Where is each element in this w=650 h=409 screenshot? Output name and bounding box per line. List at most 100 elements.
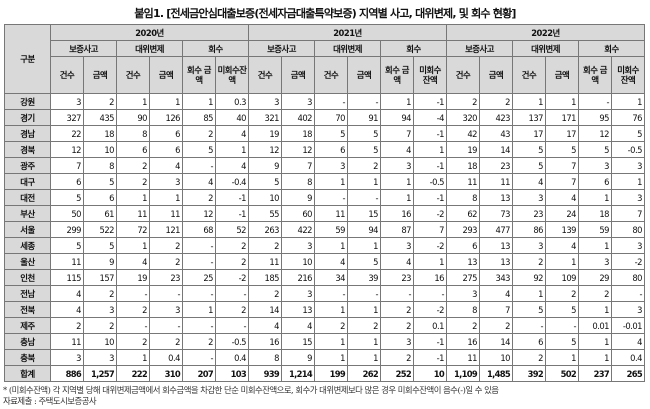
table-cell: 5	[50, 189, 84, 206]
table-cell: 11	[314, 205, 348, 222]
table-cell: 3	[611, 301, 645, 318]
table-cell: 115	[50, 269, 84, 286]
table-cell: 6	[116, 141, 150, 158]
table-cell: 5	[83, 173, 117, 190]
table-cell: 7	[479, 301, 513, 318]
sub-header-unrecovered: 미회수 잔액	[611, 56, 645, 94]
table-cell: 59	[314, 221, 348, 238]
table-cell: 5	[314, 125, 348, 142]
table-cell: 422	[281, 221, 315, 238]
table-cell: 2	[182, 189, 216, 206]
table-cell: 4	[479, 285, 513, 302]
table-cell: 5	[182, 141, 216, 158]
table-cell: 7	[611, 205, 645, 222]
table-cell: 252	[380, 365, 414, 382]
table-cell: 1	[314, 301, 348, 318]
table-cell: 13	[446, 253, 480, 270]
region-name: 충남	[4, 333, 51, 350]
table-cell: 402	[281, 109, 315, 126]
table-cell: 5	[611, 125, 645, 142]
table-cell: 6	[512, 333, 546, 350]
table-cell: 7	[380, 125, 414, 142]
table-cell: 1	[347, 301, 381, 318]
table-cell: 23	[512, 205, 546, 222]
region-name: 제주	[4, 317, 51, 334]
table-cell: 61	[83, 205, 117, 222]
table-cell: 73	[479, 205, 513, 222]
table-cell: 886	[50, 365, 84, 382]
table-cell: 42	[446, 125, 480, 142]
table-cell: -1	[413, 189, 447, 206]
table-cell: 2	[380, 349, 414, 366]
table-cell: -	[578, 93, 612, 110]
region-name: 대전	[4, 189, 51, 206]
sub-header-recovered: 회수 금액	[578, 56, 612, 94]
table-cell: 23	[479, 157, 513, 174]
table-cell: -2	[215, 269, 249, 286]
table-cell: 262	[347, 365, 381, 382]
table-cell: 6	[149, 125, 183, 142]
table-cell: 3	[83, 301, 117, 318]
table-cell: -	[182, 285, 216, 302]
table-cell: 2	[116, 157, 150, 174]
table-row: 제주 2 2- - - -4 4 2 2 2 0.1 2 2- -0.01 -0.01	[4, 317, 645, 334]
table-cell: 216	[281, 269, 315, 286]
table-cell: 2	[479, 93, 513, 110]
table-cell: 6	[578, 173, 612, 190]
sub-header-amount: 금액	[347, 56, 381, 94]
table-cell: 2	[83, 317, 117, 334]
table-cell: 94	[347, 221, 381, 238]
table-cell: -	[182, 317, 216, 334]
table-cell: 3	[149, 173, 183, 190]
table-cell: 171	[545, 109, 579, 126]
table-cell: 2	[248, 285, 282, 302]
table-cell: 4	[512, 173, 546, 190]
table-cell: 1	[380, 189, 414, 206]
group-header: 회수	[182, 40, 249, 57]
region-name: 대구	[4, 173, 51, 190]
table-cell: 4	[545, 189, 579, 206]
table-cell: 94	[380, 109, 414, 126]
table-cell: 1	[182, 301, 216, 318]
table-cell: 7	[545, 173, 579, 190]
table-cell: -	[314, 285, 348, 302]
table-cell: 11	[446, 349, 480, 366]
table-cell: 5	[545, 301, 579, 318]
table-cell: 3	[50, 93, 84, 110]
table-cell: 91	[347, 109, 381, 126]
table-cell: 80	[611, 221, 645, 238]
table-cell: 8	[116, 125, 150, 142]
table-cell: 92	[512, 269, 546, 286]
table-cell: 2	[380, 301, 414, 318]
region-name: 충북	[4, 349, 51, 366]
table-cell: -1	[413, 349, 447, 366]
table-cell: -2	[413, 301, 447, 318]
table-cell: 0.4	[149, 349, 183, 366]
table-cell: 185	[248, 269, 282, 286]
table-cell: -	[314, 93, 348, 110]
table-cell: 4	[380, 253, 414, 270]
table-cell: 1	[116, 349, 150, 366]
table-cell: 11	[149, 205, 183, 222]
table-cell: -	[182, 157, 216, 174]
region-name: 서울	[4, 221, 51, 238]
table-cell: 4	[281, 317, 315, 334]
table-cell: 327	[50, 109, 84, 126]
table-row: 강원 3 2 1 1 1 0.3 3 3- -1 -1 2 2 1 1-1	[4, 93, 645, 110]
table-cell: 1	[347, 333, 381, 350]
table-cell: 13	[479, 189, 513, 206]
table-cell: 126	[149, 109, 183, 126]
table-cell: -0.01	[611, 317, 645, 334]
table-row: 대구 6 5 2 3 4 -0.4 5 8 1 1 1 -0.5 11 11 4 7 6 1	[4, 173, 645, 190]
table-cell: 1	[116, 93, 150, 110]
sub-header-amount: 금액	[281, 56, 315, 94]
table-cell: 502	[545, 365, 579, 382]
table-cell: 1,214	[281, 365, 315, 382]
table-cell: 939	[248, 365, 282, 382]
table-cell: 5	[545, 141, 579, 158]
table-cell: 1	[512, 93, 546, 110]
table-cell: 76	[611, 109, 645, 126]
regional-status-table: 구분 2020년 2021년 2022년 보증사고 대위변제 회수 보증사고 대위변제 회…	[4, 24, 645, 382]
table-cell: 222	[116, 365, 150, 382]
table-cell: -4	[413, 109, 447, 126]
